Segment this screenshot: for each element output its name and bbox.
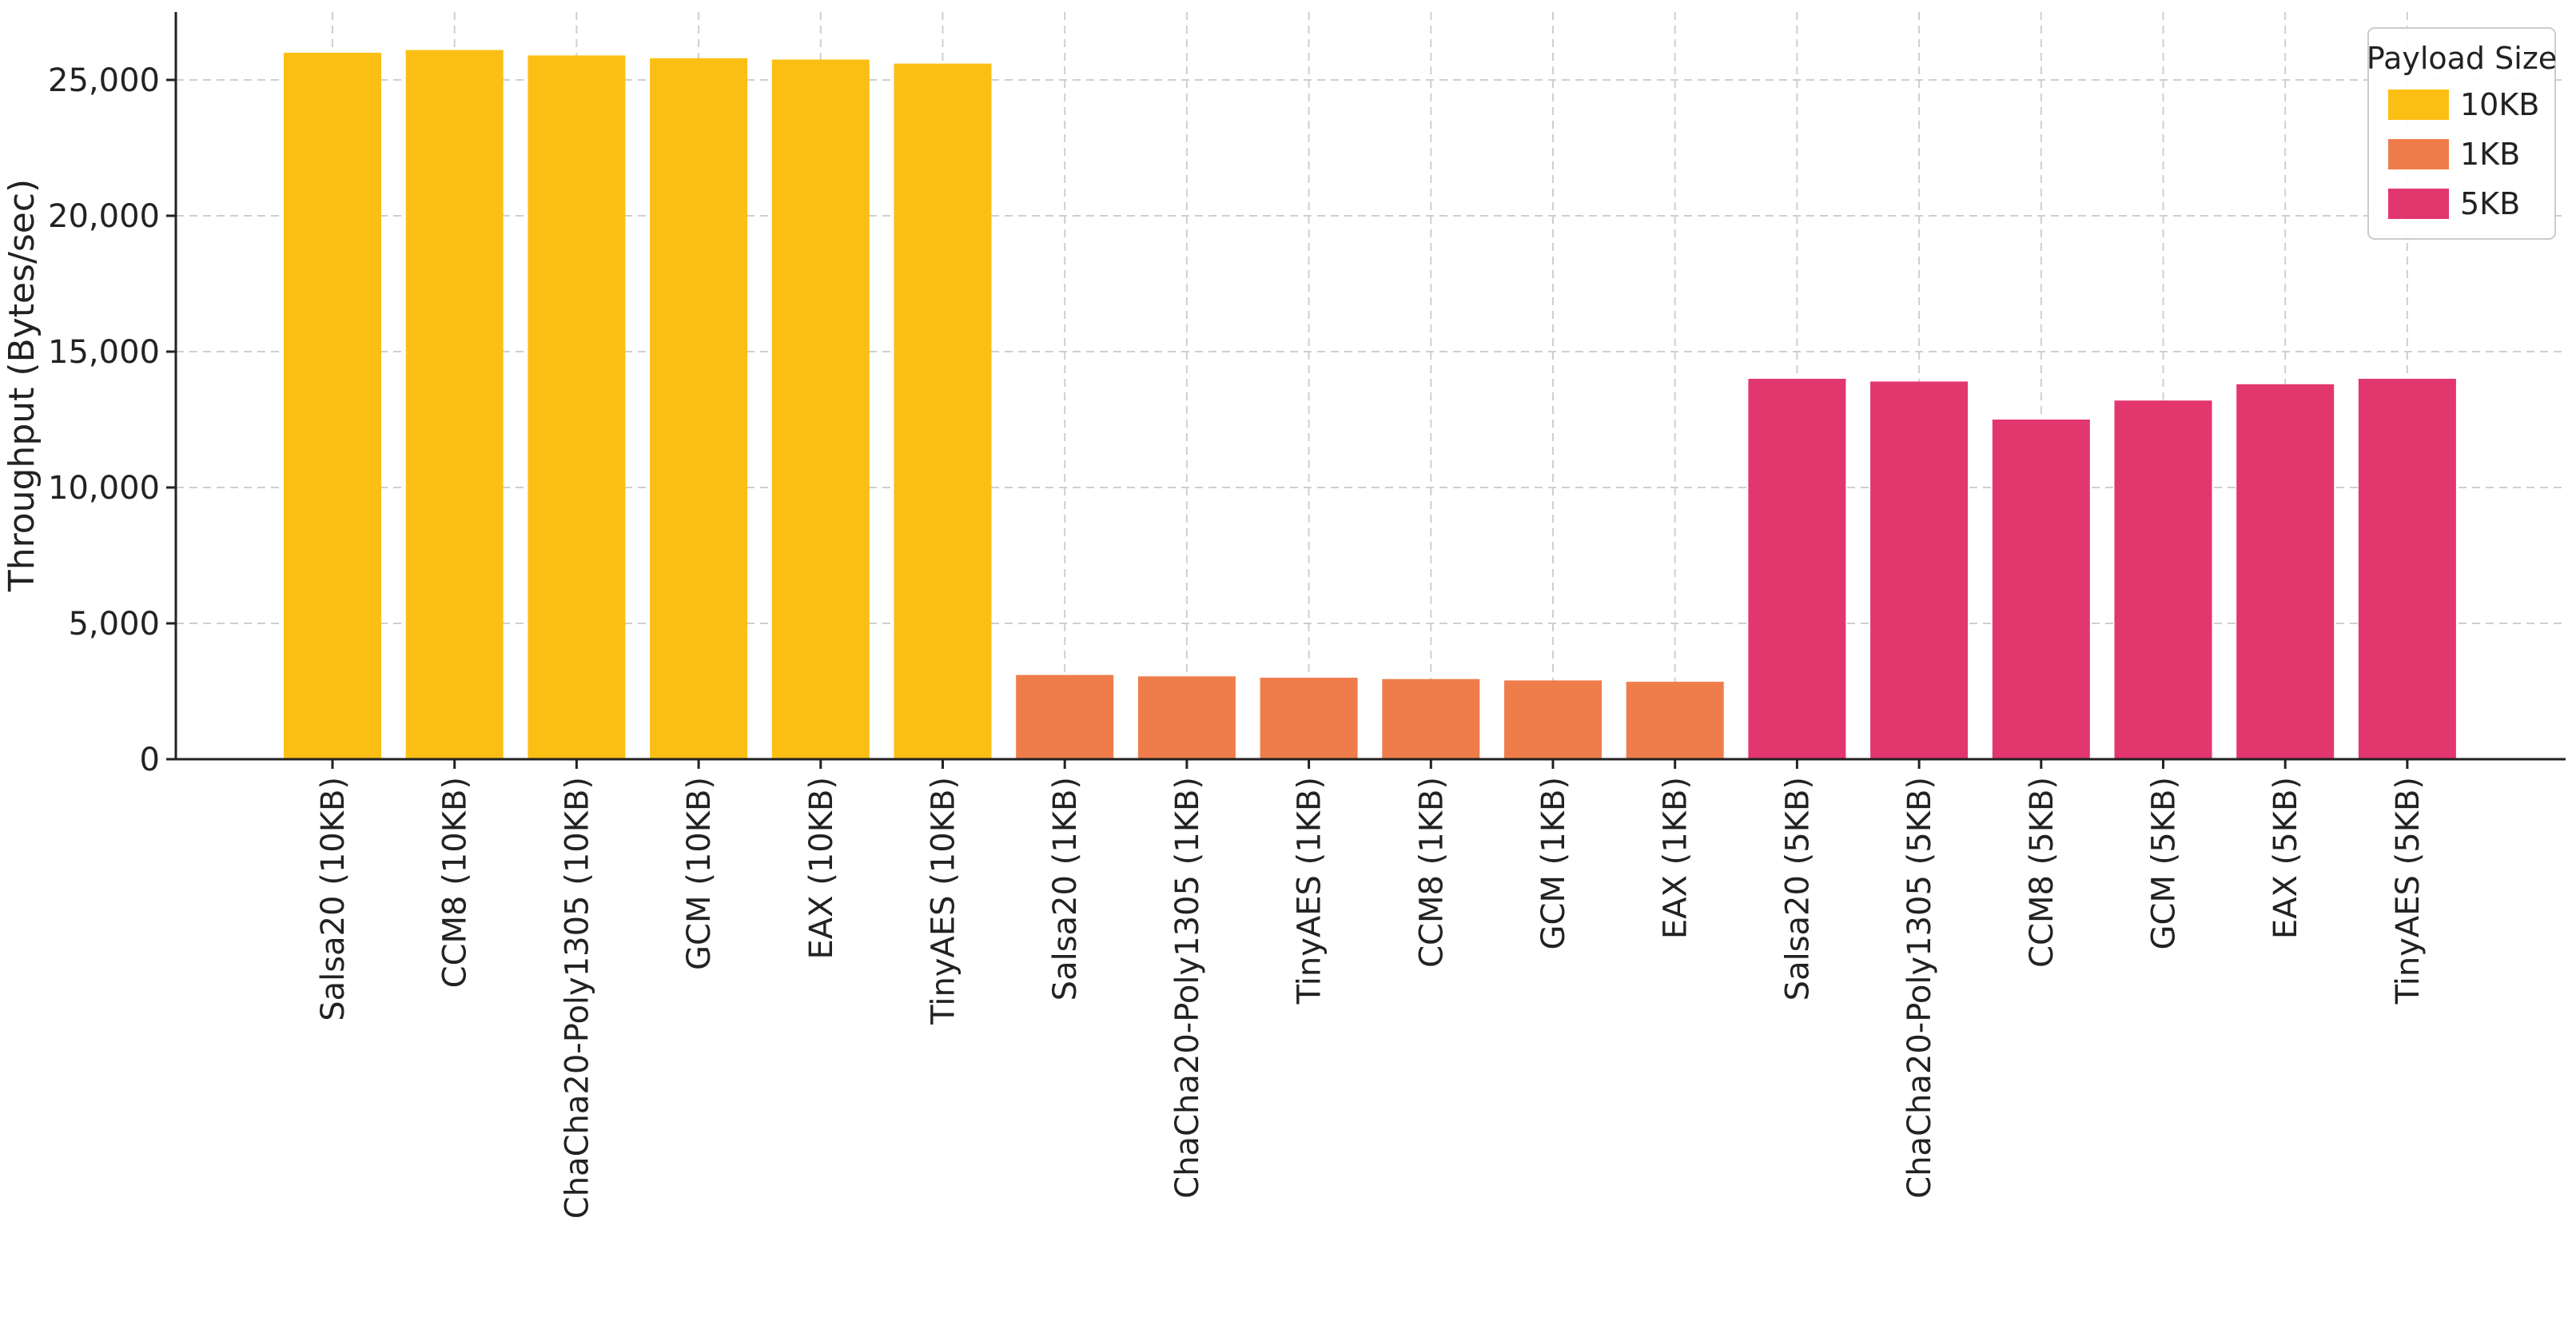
y-tick-label: 15,000 (48, 334, 160, 371)
bar (2358, 379, 2456, 759)
bar (771, 59, 870, 759)
x-tick-label: ChaCha20-Poly1305 (10KB) (559, 777, 595, 1219)
y-tick-label: 20,000 (48, 198, 160, 235)
y-tick-label: 10,000 (48, 470, 160, 507)
bar (1260, 678, 1358, 759)
bar (2114, 400, 2212, 759)
bar (2236, 384, 2335, 759)
x-tick-label: EAX (1KB) (1658, 777, 1694, 939)
x-tick-label: TinyAES (1KB) (1292, 777, 1328, 1005)
x-tick-label: CCM8 (1KB) (1413, 777, 1450, 968)
legend-entries: 10KB 1KB 5KB (2388, 87, 2539, 221)
x-tick-label: GCM (10KB) (681, 777, 718, 970)
legend-frame (2367, 27, 2556, 240)
bar (1382, 678, 1480, 759)
x-tick-label: Salsa20 (10KB) (315, 777, 352, 1021)
bar (528, 55, 626, 759)
legend-title: Payload Size (2367, 41, 2557, 76)
y-tick-label: 0 (140, 742, 160, 778)
x-ticks: Salsa20 (10KB) CCM8 (10KB) ChaCha20-Poly13… (315, 759, 2427, 1219)
legend-swatch (2388, 139, 2449, 169)
x-tick-label: GCM (5KB) (2146, 777, 2183, 949)
bar (1870, 381, 1969, 759)
legend-label: 1KB (2460, 137, 2520, 172)
x-tick-label: Salsa20 (5KB) (1779, 777, 1816, 1001)
axes (174, 12, 2566, 761)
bar (1992, 420, 2090, 759)
y-tick-label: 25,000 (48, 62, 160, 99)
bar (1504, 680, 1602, 759)
x-tick-label: CCM8 (10KB) (437, 777, 474, 988)
bar (1748, 379, 1846, 759)
legend-label: 10KB (2460, 87, 2539, 122)
legend-label: 5KB (2460, 186, 2520, 221)
x-tick-label: EAX (5KB) (2267, 777, 2304, 939)
bar (650, 58, 748, 760)
x-tick-label: EAX (10KB) (803, 777, 840, 960)
legend: Payload Size 10KB 1KB 5KB (2367, 27, 2557, 240)
bar (284, 53, 381, 759)
x-tick-label: ChaCha20-Poly1305 (5KB) (1901, 777, 1938, 1199)
x-tick-label: TinyAES (5KB) (2390, 777, 2427, 1005)
legend-swatch (2388, 90, 2449, 120)
y-ticks: 0 5,000 10,000 15,000 20,000 25,000 (48, 62, 176, 778)
bar (1016, 674, 1114, 759)
bars (284, 50, 2456, 760)
y-tick-label: 5,000 (68, 606, 160, 643)
y-axis-label: Throughput (Bytes/sec) (2, 179, 42, 592)
bar (405, 50, 504, 760)
bar (1137, 676, 1236, 759)
bar (894, 63, 992, 760)
x-tick-label: TinyAES (10KB) (926, 777, 962, 1025)
x-tick-label: GCM (1KB) (1535, 777, 1572, 949)
x-tick-label: Salsa20 (1KB) (1047, 777, 1084, 1001)
legend-swatch (2388, 189, 2449, 219)
bar (1626, 682, 1724, 759)
x-tick-label: ChaCha20-Poly1305 (1KB) (1169, 777, 1206, 1199)
x-tick-label: CCM8 (5KB) (2024, 777, 2060, 968)
